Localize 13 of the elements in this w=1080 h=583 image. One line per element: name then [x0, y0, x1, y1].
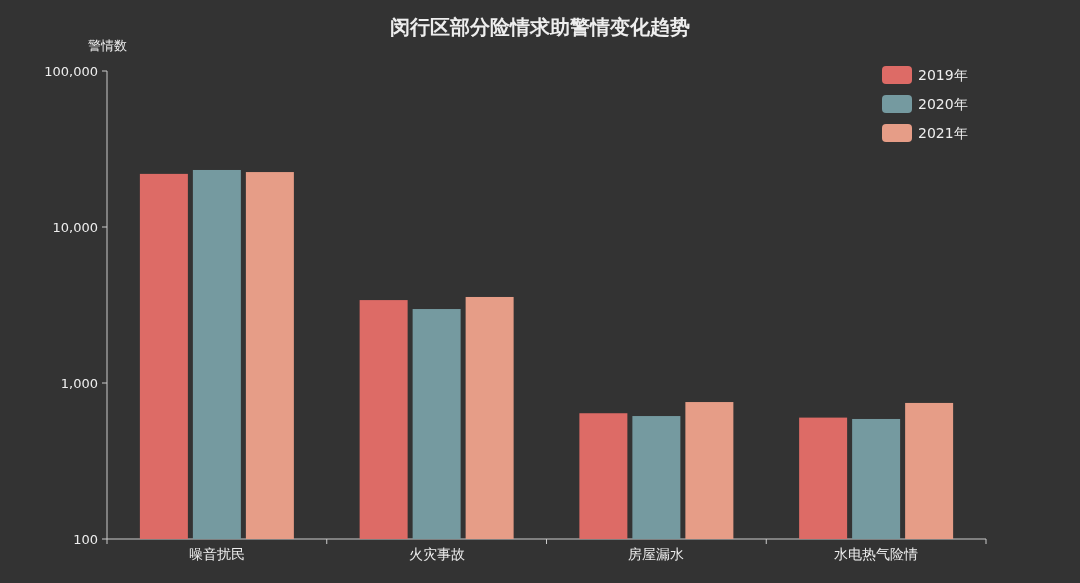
- x-tick-label: 火灾事故: [408, 546, 465, 562]
- x-tick-label: 房屋漏水: [628, 546, 685, 562]
- y-tick-label: 100,000: [44, 64, 98, 79]
- x-tick-label: 水电热气险情: [834, 546, 919, 562]
- legend-label: 2019年: [918, 67, 968, 83]
- y-tick-label: 100: [73, 532, 98, 547]
- y-tick-label: 1,000: [60, 376, 98, 391]
- x-tick-label: 噪音扰民: [188, 546, 245, 562]
- legend-label: 2020年: [918, 96, 968, 112]
- chart-title: 闵行区部分险情求助警情变化趋势: [390, 15, 690, 39]
- y-tick-label: 10,000: [52, 220, 98, 235]
- y-axis-title: 警情数: [87, 38, 127, 53]
- legend-label: 2021年: [918, 125, 968, 141]
